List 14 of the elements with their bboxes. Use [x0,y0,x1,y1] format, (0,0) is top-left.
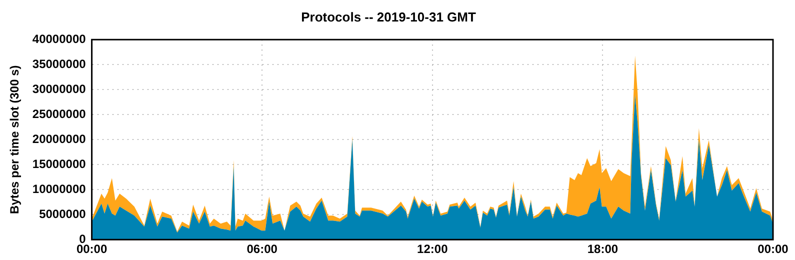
y-tick-label: 10000000 [32,182,86,196]
y-tick-label: 5000000 [39,206,86,221]
y-tick-label: 25000000 [32,106,86,121]
y-tick-label: 40000000 [32,32,86,46]
x-tick-label: 00:00 [758,242,789,256]
x-tick-label: 06:00 [246,242,278,256]
y-tick-label: 15000000 [32,156,86,171]
x-tick-label: 18:00 [587,242,618,256]
x-tick-label: 12:00 [417,242,448,256]
y-tick-label: 35000000 [32,56,86,71]
y-axis-title: Bytes per time slot (300 s) [8,65,22,214]
y-tick-label: 30000000 [32,82,86,96]
y-tick-label: 20000000 [32,132,86,146]
chart-title: Protocols -- 2019-10-31 GMT [301,9,476,24]
